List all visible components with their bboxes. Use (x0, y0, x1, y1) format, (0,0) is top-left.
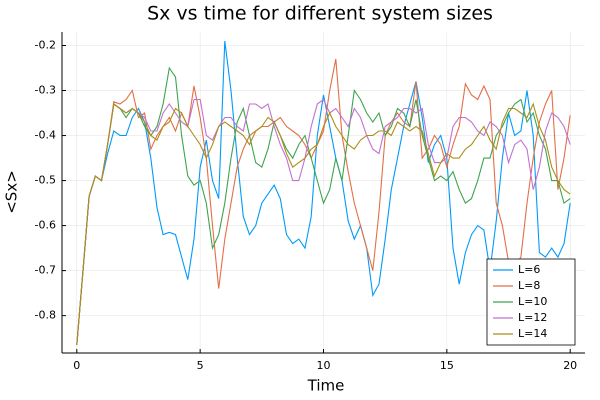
x-tick-label: 10 (317, 359, 331, 372)
x-tick-label: 0 (73, 359, 80, 372)
series-line (76, 102, 571, 345)
y-tick-label: -0.8 (35, 309, 56, 322)
x-tick-label: 5 (197, 359, 204, 372)
legend-label: L=10 (518, 295, 547, 308)
legend-label: L=12 (518, 311, 547, 324)
legend-label: L=8 (518, 279, 540, 292)
y-tick-label: -0.6 (35, 219, 56, 232)
y-tick-label: -0.5 (35, 174, 56, 187)
chart-title: Sx vs time for different system sizes (147, 3, 493, 25)
y-tick-label: -0.4 (35, 129, 56, 142)
series-line (76, 66, 571, 345)
y-axis-label: <Sx> (3, 170, 21, 214)
series-line (76, 58, 571, 345)
legend-label: L=14 (518, 327, 547, 340)
series-line (76, 98, 571, 345)
y-tick-label: -0.7 (35, 264, 56, 277)
legend-label: L=6 (518, 263, 540, 276)
x-axis-label: Time (307, 377, 345, 395)
x-tick-label: 20 (563, 359, 577, 372)
x-tick-label: 15 (440, 359, 454, 372)
legend: L=6 L=8 L=10 L=12 L=14 (486, 258, 576, 346)
y-tick-label: -0.3 (35, 84, 56, 97)
series-line (76, 40, 571, 345)
y-tick-label: -0.2 (35, 39, 56, 52)
